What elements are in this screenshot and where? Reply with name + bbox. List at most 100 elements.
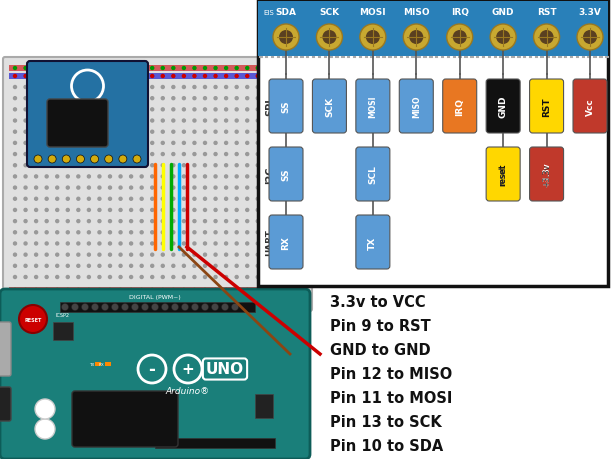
- Circle shape: [267, 120, 270, 123]
- Circle shape: [45, 242, 48, 246]
- Circle shape: [140, 142, 143, 145]
- Circle shape: [256, 75, 259, 78]
- Circle shape: [496, 31, 510, 45]
- Circle shape: [235, 187, 238, 190]
- Circle shape: [232, 304, 238, 311]
- Circle shape: [161, 75, 164, 78]
- Circle shape: [299, 297, 301, 300]
- Circle shape: [66, 276, 69, 279]
- Circle shape: [56, 97, 59, 101]
- Circle shape: [161, 67, 164, 70]
- Circle shape: [66, 175, 69, 179]
- Circle shape: [13, 198, 16, 201]
- Circle shape: [48, 156, 56, 164]
- Circle shape: [24, 231, 27, 234]
- Circle shape: [161, 109, 164, 112]
- Circle shape: [109, 120, 111, 123]
- Circle shape: [87, 153, 90, 156]
- Circle shape: [109, 175, 111, 179]
- Circle shape: [225, 187, 228, 190]
- Circle shape: [130, 198, 133, 201]
- Circle shape: [81, 304, 89, 311]
- Circle shape: [140, 164, 143, 168]
- Circle shape: [288, 253, 291, 257]
- Circle shape: [56, 142, 59, 145]
- Circle shape: [299, 175, 301, 179]
- Circle shape: [66, 265, 69, 268]
- Circle shape: [130, 220, 133, 223]
- Circle shape: [203, 220, 207, 223]
- Circle shape: [288, 242, 291, 246]
- Circle shape: [235, 265, 238, 268]
- Circle shape: [235, 220, 238, 223]
- Circle shape: [13, 120, 16, 123]
- Circle shape: [45, 209, 48, 212]
- Circle shape: [151, 231, 154, 234]
- Circle shape: [447, 25, 473, 51]
- Circle shape: [24, 253, 27, 257]
- Circle shape: [246, 164, 249, 168]
- Circle shape: [119, 109, 122, 112]
- Circle shape: [24, 175, 27, 179]
- Circle shape: [66, 131, 69, 134]
- Circle shape: [45, 153, 48, 156]
- Circle shape: [130, 142, 133, 145]
- Circle shape: [24, 187, 27, 190]
- Circle shape: [203, 67, 207, 70]
- Circle shape: [109, 276, 111, 279]
- Circle shape: [56, 253, 59, 257]
- FancyBboxPatch shape: [356, 148, 390, 202]
- Circle shape: [13, 67, 16, 70]
- Circle shape: [172, 120, 175, 123]
- Circle shape: [35, 164, 38, 168]
- Circle shape: [24, 131, 27, 134]
- Circle shape: [235, 86, 238, 90]
- Circle shape: [288, 97, 291, 101]
- Circle shape: [122, 304, 128, 311]
- Circle shape: [35, 187, 38, 190]
- Circle shape: [183, 142, 185, 145]
- Circle shape: [246, 86, 249, 90]
- Circle shape: [172, 297, 175, 300]
- Circle shape: [161, 242, 164, 246]
- Circle shape: [66, 253, 69, 257]
- Circle shape: [13, 153, 16, 156]
- Circle shape: [66, 198, 69, 201]
- Circle shape: [583, 31, 597, 45]
- Circle shape: [409, 31, 423, 45]
- Circle shape: [77, 265, 80, 268]
- Circle shape: [98, 209, 101, 212]
- Circle shape: [235, 120, 238, 123]
- Circle shape: [299, 187, 301, 190]
- Circle shape: [246, 120, 249, 123]
- Circle shape: [299, 198, 301, 201]
- Text: Pin 13 to SCK: Pin 13 to SCK: [330, 414, 442, 429]
- Circle shape: [299, 209, 301, 212]
- Circle shape: [77, 153, 80, 156]
- Circle shape: [288, 297, 291, 300]
- Circle shape: [183, 97, 185, 101]
- Circle shape: [140, 86, 143, 90]
- Circle shape: [288, 75, 291, 78]
- Circle shape: [277, 120, 280, 123]
- Circle shape: [109, 131, 111, 134]
- Circle shape: [235, 175, 238, 179]
- Circle shape: [109, 153, 111, 156]
- Circle shape: [98, 153, 101, 156]
- Circle shape: [24, 164, 27, 168]
- Circle shape: [172, 198, 175, 201]
- Circle shape: [151, 67, 154, 70]
- Text: GND: GND: [492, 8, 514, 17]
- Circle shape: [193, 231, 196, 234]
- Circle shape: [24, 109, 27, 112]
- Text: RX: RX: [99, 362, 104, 366]
- Circle shape: [225, 142, 228, 145]
- Circle shape: [203, 164, 207, 168]
- Circle shape: [130, 131, 133, 134]
- Circle shape: [225, 153, 228, 156]
- Circle shape: [119, 231, 122, 234]
- Circle shape: [66, 86, 69, 90]
- Circle shape: [225, 109, 228, 112]
- Circle shape: [288, 109, 291, 112]
- Circle shape: [183, 109, 185, 112]
